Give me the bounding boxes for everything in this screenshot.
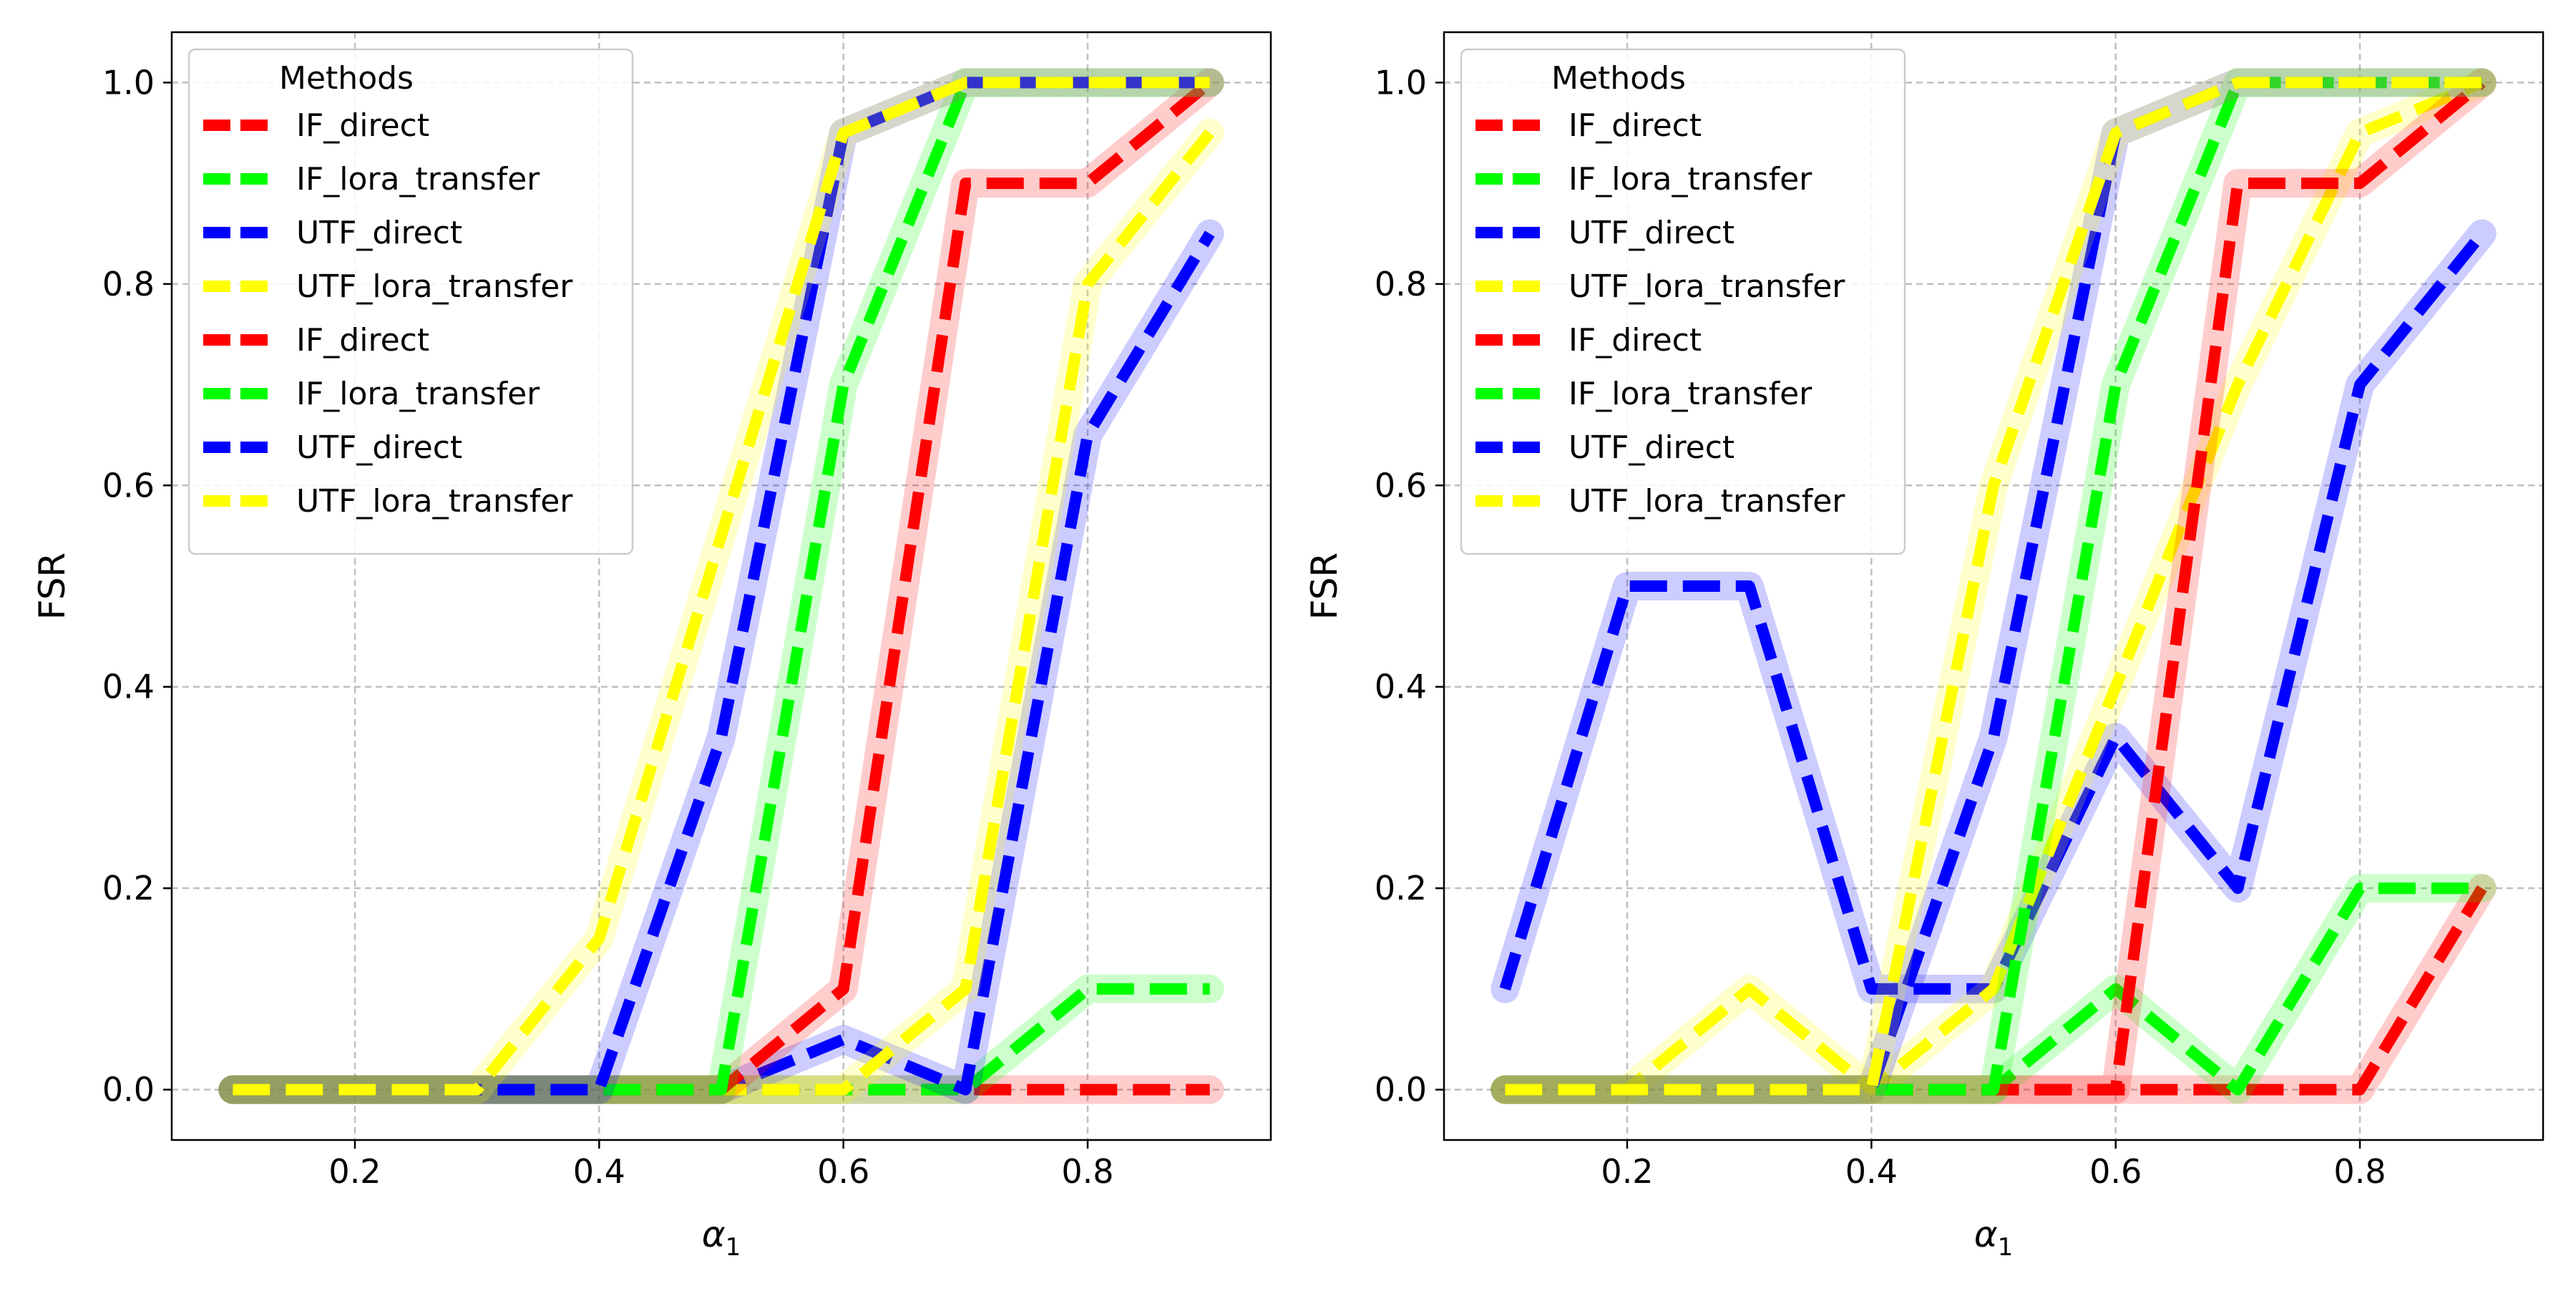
legend-entry-2: IF_lora_transfer bbox=[296, 161, 540, 198]
legend-entry-4: UTF_lora_transfer bbox=[1568, 268, 1845, 305]
plot-frame bbox=[170, 31, 1272, 1141]
legend-entry-5: IF_direct bbox=[1568, 322, 1702, 359]
legend-entry-8: UTF_lora_transfer bbox=[296, 483, 573, 520]
legend-entry-2: IF_lora_transfer bbox=[1568, 161, 1813, 198]
y-tick-label: 1.0 bbox=[102, 63, 155, 102]
y-tick-label: 0.4 bbox=[1375, 668, 1427, 706]
y-tick-label: 0.2 bbox=[102, 869, 155, 907]
y-tick-label: 0.4 bbox=[102, 668, 155, 706]
y-axis-label: FSR bbox=[31, 552, 73, 620]
series-layer bbox=[1491, 68, 2497, 1104]
legend-box bbox=[187, 48, 634, 555]
y-tick-label: 0.8 bbox=[102, 265, 155, 303]
y-axis-label: FSR bbox=[1304, 552, 1345, 620]
series-layer bbox=[218, 68, 1224, 1104]
x-tick-label: 0.4 bbox=[1845, 1152, 1898, 1191]
legend-entry-3: UTF_direct bbox=[1568, 215, 1735, 251]
chart-panel-2: 0.2 0.4 0.6 0.8 0.0 0.2 0.4 0.6 0.8 1.0 α1 FSR Metho… bbox=[1304, 31, 2545, 1262]
x-tick-label: 0.2 bbox=[1601, 1152, 1653, 1191]
legend-title: Methods bbox=[1551, 60, 1686, 97]
x-tick-label: 0.4 bbox=[573, 1152, 625, 1191]
x-tick-label: 0.6 bbox=[2089, 1152, 2142, 1191]
legend-entry-1: IF_direct bbox=[296, 107, 429, 144]
x-tick-label: 0.6 bbox=[817, 1152, 869, 1191]
x-axis-label: α1 bbox=[1974, 1214, 2014, 1262]
y-tick-label: 0.8 bbox=[1375, 265, 1427, 303]
x-tick-label: 0.8 bbox=[1061, 1152, 1113, 1191]
legend-entry-6: IF_lora_transfer bbox=[296, 376, 540, 412]
chart-panel-1: 0.2 0.4 0.6 0.8 0.0 0.2 0.4 0.6 0.8 1.0 α1 FSR Metho… bbox=[31, 31, 1272, 1262]
y-tick-label: 1.0 bbox=[1375, 63, 1427, 102]
legend: Methods IF_direct IF_lora_transfer UTF_dire… bbox=[187, 48, 634, 555]
legend-entry-6: IF_lora_transfer bbox=[1568, 376, 1813, 412]
legend-title: Methods bbox=[279, 60, 414, 97]
legend-entry-1: IF_direct bbox=[1568, 107, 1702, 144]
legend-box bbox=[1460, 48, 1906, 555]
y-tick-label: 0.0 bbox=[1375, 1071, 1427, 1109]
plot-frame bbox=[1443, 31, 2545, 1141]
legend-entry-8: UTF_lora_transfer bbox=[1568, 483, 1845, 520]
series-line-8 bbox=[233, 77, 1210, 1096]
x-axis-label: α1 bbox=[702, 1214, 741, 1262]
x-tick-label: 0.2 bbox=[328, 1152, 381, 1191]
legend: Methods IF_direct IF_lora_transfer UTF_dire… bbox=[1460, 48, 1906, 555]
legend-entry-7: UTF_direct bbox=[1568, 429, 1735, 466]
legend-entry-7: UTF_direct bbox=[296, 429, 462, 466]
legend-entry-5: IF_direct bbox=[296, 322, 429, 359]
legend-entry-4: UTF_lora_transfer bbox=[296, 268, 573, 305]
series-line-8 bbox=[1505, 77, 2482, 1096]
legend-entry-3: UTF_direct bbox=[296, 215, 462, 251]
series-line-4 bbox=[1505, 77, 2484, 1096]
x-tick-label: 0.8 bbox=[2333, 1152, 2386, 1191]
y-tick-label: 0.6 bbox=[1375, 466, 1427, 505]
y-tick-label: 0.2 bbox=[1375, 869, 1427, 907]
y-tick-label: 0.6 bbox=[102, 466, 155, 505]
y-tick-label: 0.0 bbox=[102, 1071, 155, 1109]
